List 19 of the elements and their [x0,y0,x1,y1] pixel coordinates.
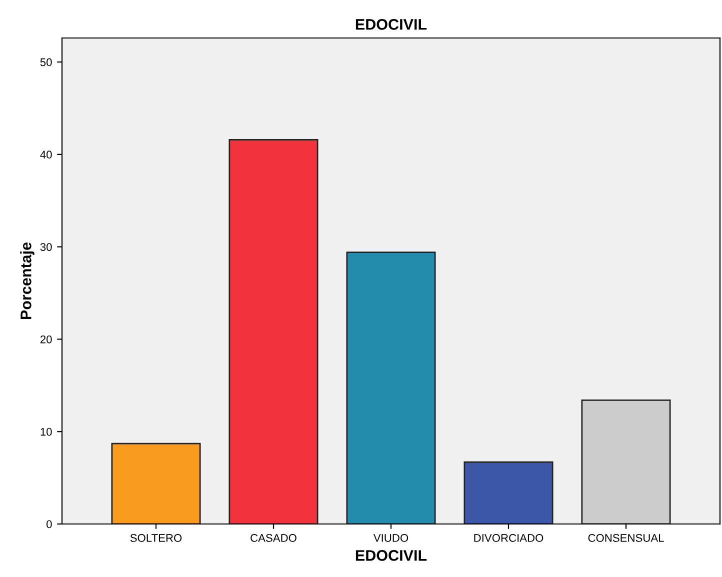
x-tick-label: SOLTERO [130,534,182,542]
bar [581,399,671,524]
y-tick-label: 10 [40,428,52,436]
y-tick-label: 50 [40,58,52,66]
y-tick-label: 40 [40,150,52,159]
bar [228,138,318,524]
y-tick-label: 30 [40,243,52,251]
x-tick-label: VIUDO [373,534,408,542]
x-tick-label: CONSENSUAL [588,534,664,542]
y-tick-label: 0 [46,520,52,528]
bar [111,442,201,524]
y-axis-title: Porcentaje [20,242,34,320]
x-tick-label: DIVORCIADO [474,534,544,542]
chart-title: EDOCIVIL [356,19,427,30]
y-tick-label: 20 [40,335,52,344]
x-tick-label: CASADO [250,534,296,542]
bar [346,252,436,524]
x-axis-title: EDOCIVIL [356,550,427,561]
bar [464,461,554,524]
